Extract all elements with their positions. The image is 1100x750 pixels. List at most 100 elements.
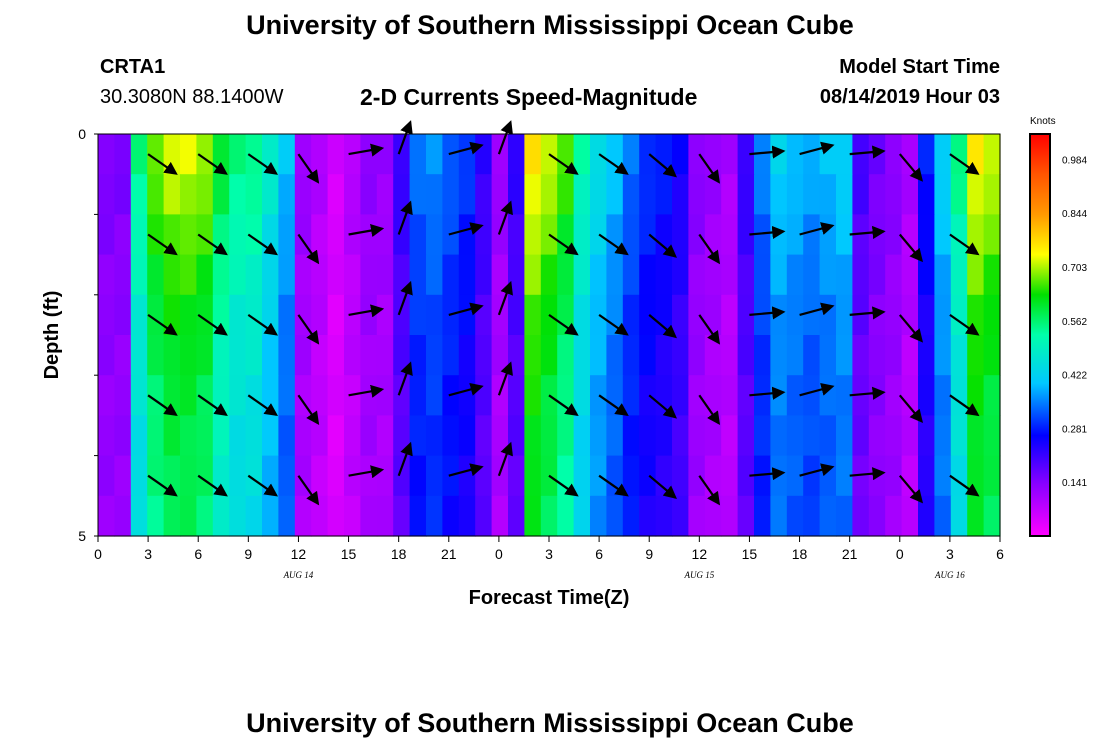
current-arrow [849, 386, 886, 400]
current-arrow [698, 475, 721, 506]
heatmap-cell [786, 495, 804, 537]
current-arrow [548, 394, 579, 417]
heatmap-cell [622, 455, 640, 497]
heatmap-cell [262, 495, 279, 537]
heatmap-cell [491, 174, 509, 215]
heatmap-cell [508, 455, 525, 497]
heatmap-cell [245, 254, 263, 296]
heatmap-cell [590, 335, 607, 376]
heatmap-cell [655, 214, 673, 256]
heatmap-cell [885, 254, 903, 296]
x-tick-label: 6 [996, 546, 1004, 562]
heatmap-cell [803, 254, 821, 296]
current-arrow [147, 233, 178, 256]
heatmap-cell [475, 214, 493, 256]
heatmap-cell [573, 375, 591, 416]
heatmap-cell [590, 455, 607, 497]
heatmap-cell [98, 495, 115, 537]
heatmap-cell [852, 335, 870, 376]
current-arrow [147, 313, 178, 336]
heatmap-cell [458, 134, 476, 175]
heatmap-cell [754, 415, 771, 457]
heatmap-cell [508, 134, 525, 175]
heatmap-cell [983, 375, 1001, 416]
heatmap-cell [360, 174, 378, 215]
heatmap-cell [311, 415, 329, 457]
heatmap-cell [278, 214, 296, 256]
heatmap-cell [294, 214, 312, 256]
heatmap-cell [114, 174, 132, 215]
heatmap-cell [967, 495, 985, 537]
current-arrow [648, 314, 677, 339]
heatmap-cell [557, 174, 575, 215]
heatmap-cell [770, 335, 788, 376]
heatmap-cell [622, 335, 640, 376]
heatmap-cell [442, 335, 460, 376]
heatmap-cell [721, 375, 739, 416]
heatmap-cell [294, 455, 312, 497]
heatmap-cell [114, 254, 132, 296]
heatmap-cell [573, 415, 591, 457]
heatmap-cell [147, 455, 165, 497]
heatmap-cell [868, 335, 886, 376]
heatmap-cell [180, 495, 197, 537]
heatmap-cell [180, 375, 197, 416]
heatmap-cell [311, 134, 329, 175]
heatmap-cell [311, 294, 329, 336]
heatmap-cell [212, 254, 230, 296]
current-arrow [247, 233, 279, 256]
heatmap-cell [491, 415, 509, 457]
heatmap-cell [376, 174, 394, 215]
current-arrow [949, 474, 980, 497]
heatmap-cell [934, 134, 952, 175]
heatmap-cell [885, 375, 903, 416]
heatmap-cell [704, 495, 722, 537]
heatmap-cell [868, 134, 886, 175]
heatmap-cell [573, 455, 591, 497]
heatmap-cell [212, 174, 230, 215]
x-tick-label: 12 [291, 546, 307, 562]
heatmap-cell [786, 455, 804, 497]
heatmap-cell [590, 375, 607, 416]
heatmap-cell [918, 495, 935, 537]
heatmap-cell [409, 254, 427, 296]
heatmap-cell [376, 455, 394, 497]
heatmap-cell [639, 174, 657, 215]
heatmap-cell [852, 134, 870, 175]
heatmap-cell [622, 174, 640, 215]
current-arrow [197, 153, 228, 175]
heatmap-cell [409, 455, 427, 497]
heatmap-cell [130, 375, 148, 416]
current-arrow [397, 120, 413, 155]
heatmap-cell [147, 335, 165, 376]
heatmap-cell [229, 254, 247, 296]
heatmap-cell [868, 495, 886, 537]
heatmap-cell [836, 415, 853, 457]
heatmap-cell [655, 415, 673, 457]
current-arrow [749, 306, 786, 320]
heatmap-cell [327, 254, 345, 296]
heatmap-cell [458, 495, 476, 537]
heatmap-cell [458, 455, 476, 497]
heatmap-cell [786, 335, 804, 376]
heatmap-cell [114, 294, 132, 336]
heatmap-cell [655, 375, 673, 416]
heatmap-cell [524, 174, 542, 215]
heatmap-cell [475, 455, 493, 497]
heatmap-cell [163, 174, 181, 215]
heatmap-cell [458, 174, 476, 215]
current-arrow [548, 313, 579, 336]
heatmap-cell [130, 294, 148, 336]
heatmap-cell [524, 254, 542, 296]
heatmap-cell [983, 174, 1001, 215]
heatmap-cell [245, 495, 263, 537]
current-arrows [147, 120, 980, 506]
heatmap-cell [934, 415, 952, 457]
current-arrow [247, 474, 279, 497]
heatmap-cell [672, 174, 689, 215]
heatmap-cell [524, 335, 542, 376]
heatmap-cell [819, 174, 837, 215]
current-arrow [397, 441, 413, 477]
heatmap-cell [196, 254, 214, 296]
heatmap-cell [672, 335, 689, 376]
